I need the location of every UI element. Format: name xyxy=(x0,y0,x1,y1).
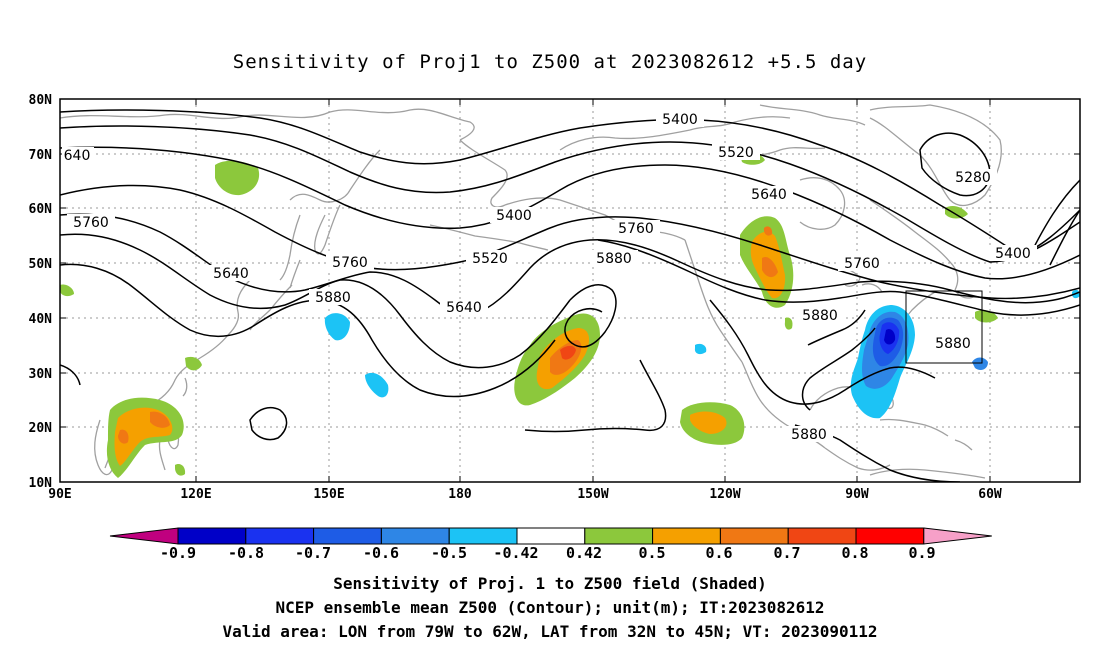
lon-label: 120E xyxy=(180,487,211,502)
colorbar-swatch xyxy=(855,527,925,545)
colorbar-end-high xyxy=(923,527,992,545)
colorbar-swatch xyxy=(652,527,721,545)
lat-label: 10N xyxy=(29,476,53,491)
colorbar-label: -0.6 xyxy=(363,544,399,562)
contour-label-5640-central: 5640 xyxy=(446,300,482,316)
colorbar-swatch xyxy=(719,527,789,545)
longitude-labels: 90E 120E 150E 180 150W 120W 90W 60W xyxy=(48,487,1002,502)
valid-area-box xyxy=(905,290,983,364)
contour-label-5280: 5280 xyxy=(955,170,991,186)
colorbar-labels: -0.9 -0.8 -0.7 -0.6 -0.5 -0.42 0.42 0.5 … xyxy=(160,544,936,562)
caption-line-2: NCEP ensemble mean Z500 (Contour); unit(… xyxy=(275,598,825,617)
lat-label: 20N xyxy=(29,421,53,436)
lon-label: 150E xyxy=(313,487,344,502)
colorbar-swatch xyxy=(380,527,450,545)
colorbar-label: 0.9 xyxy=(908,544,935,562)
colorbar-swatch xyxy=(313,527,382,545)
lat-label: 50N xyxy=(29,257,53,272)
lat-label: 30N xyxy=(29,367,53,382)
contour-label-5880-atlantic: 5880 xyxy=(935,336,971,352)
contour-label-5400-north: 5400 xyxy=(662,112,698,128)
colorbar-swatch xyxy=(448,527,518,545)
caption-line-3: Valid area: LON from 79W to 62W, LAT fro… xyxy=(222,622,878,641)
latitude-labels: 80N 70N 60N 50N 40N 30N 20N 10N xyxy=(29,93,53,491)
colorbar-label: -0.7 xyxy=(295,544,331,562)
lat-label: 80N xyxy=(29,93,53,108)
lon-label: 60W xyxy=(978,487,1002,502)
map-frame xyxy=(59,98,1081,483)
contour-label-5400-east: 5400 xyxy=(995,246,1031,262)
lat-label: 70N xyxy=(29,148,53,163)
colorbar-end-low xyxy=(109,527,179,545)
contour-label-5520-central: 5520 xyxy=(472,251,508,267)
colorbar-label: 0.8 xyxy=(841,544,868,562)
map-title: Sensitivity of Proj1 to Z500 at 20230826… xyxy=(233,51,867,73)
lon-label: 120W xyxy=(709,487,740,502)
colorbar-swatch xyxy=(516,527,586,545)
lon-label: 180 xyxy=(448,487,472,502)
colorbar-label: 0.42 xyxy=(566,544,602,562)
colorbar xyxy=(109,527,992,545)
colorbar-label: -0.5 xyxy=(431,544,467,562)
lon-label: 90W xyxy=(845,487,869,502)
colorbar-label: 0.5 xyxy=(638,544,665,562)
contour-label-5520-north: 5520 xyxy=(718,145,754,161)
lat-label: 60N xyxy=(29,202,53,217)
colorbar-swatch xyxy=(245,527,315,545)
contour-label-640-edge: 640 xyxy=(64,148,91,164)
axis-tick-marks xyxy=(60,98,1080,483)
contour-label-5880-central: 5880 xyxy=(596,251,632,267)
colorbar-label: -0.42 xyxy=(493,544,538,562)
z500-contours xyxy=(60,109,1080,482)
colorbar-swatch xyxy=(584,527,654,545)
colorbar-label: -0.8 xyxy=(228,544,264,562)
contour-label-5880-east: 5880 xyxy=(802,308,838,324)
lon-label: 90E xyxy=(48,487,71,502)
contour-label-5640-west: 5640 xyxy=(213,266,249,282)
lon-label: 150W xyxy=(577,487,608,502)
contour-label-5760-far-west: 5760 xyxy=(73,215,109,231)
colorbar-label: 0.6 xyxy=(705,544,732,562)
contour-label-5880-gulf: 5880 xyxy=(791,427,827,443)
contour-label-5880-west: 5880 xyxy=(315,290,351,306)
contour-label-5640-north: 5640 xyxy=(751,187,787,203)
caption-line-1: Sensitivity of Proj. 1 to Z500 field (Sh… xyxy=(333,574,767,593)
contour-label-layer: 5400 5520 5280 5400 5640 5760 5520 5880 … xyxy=(62,111,1037,443)
colorbar-swatch xyxy=(787,527,857,545)
negative-sensitivity-shading xyxy=(324,289,1080,419)
positive-sensitivity-shading xyxy=(60,152,998,478)
contour-label-5760-east: 5760 xyxy=(844,256,880,272)
colorbar-label: 0.7 xyxy=(773,544,800,562)
lat-label: 40N xyxy=(29,312,53,327)
contour-label-5760-west: 5760 xyxy=(332,255,368,271)
contour-label-5400-west: 5400 xyxy=(496,208,532,224)
colorbar-swatch xyxy=(177,527,247,545)
contour-label-5760-central: 5760 xyxy=(618,221,654,237)
colorbar-label: -0.9 xyxy=(160,544,196,562)
